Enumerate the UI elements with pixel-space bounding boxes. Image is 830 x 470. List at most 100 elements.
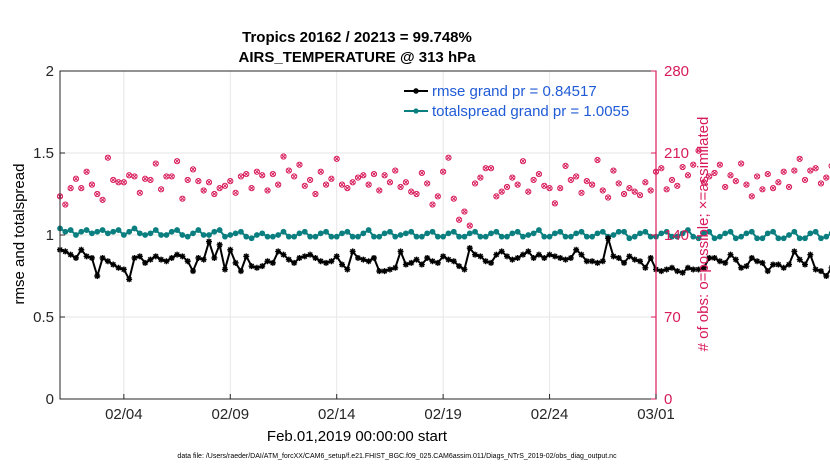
obs-assimilated-marker — [323, 182, 329, 187]
obs-assimilated-marker — [190, 167, 196, 172]
obs-possible-marker — [493, 193, 500, 200]
obs-possible-marker — [221, 182, 229, 189]
obs-assimilated-marker — [265, 188, 270, 193]
rmse-point — [615, 254, 622, 261]
rmse-point — [158, 256, 165, 263]
totalspread-point — [711, 235, 718, 242]
obs-assimilated-marker — [685, 172, 691, 178]
obs-possible-marker — [631, 188, 638, 195]
obs-assimilated-marker — [536, 171, 542, 177]
rmse-point — [663, 266, 670, 273]
totalspread-point — [754, 235, 761, 242]
obs-assimilated-marker — [557, 185, 563, 191]
rmse-point — [775, 261, 782, 268]
obs-possible-marker — [775, 179, 782, 186]
rmse-point — [413, 256, 420, 263]
totalspread-point — [184, 233, 191, 240]
obs-possible-marker — [243, 170, 250, 178]
rmse-point — [221, 266, 228, 273]
rmse-point — [434, 259, 441, 266]
totalspread-point — [291, 233, 298, 240]
y-tick-label: 0.5 — [33, 309, 54, 326]
totalspread-point — [387, 228, 393, 235]
rmse-point — [690, 266, 697, 273]
obs-possible-marker — [237, 173, 245, 180]
obs-assimilated-marker — [408, 189, 414, 195]
obs-possible-marker — [83, 168, 90, 175]
totalspread-point — [62, 228, 69, 235]
obs-assimilated-marker — [776, 179, 781, 185]
obs-assimilated-marker — [632, 189, 638, 195]
obs-possible-marker — [541, 182, 548, 189]
legend: rmse grand pr = 0.84517 totalspread grand… — [404, 83, 629, 120]
rmse-point — [535, 251, 542, 258]
rmse-point — [88, 254, 95, 261]
totalspread-point — [285, 233, 292, 240]
rmse-point — [248, 263, 255, 270]
rmse-point — [477, 253, 484, 260]
obs-assimilated-marker — [664, 186, 669, 192]
obs-possible-marker — [211, 190, 218, 198]
totalspread-point — [312, 233, 319, 240]
rmse-point — [227, 246, 234, 253]
totalspread-point — [493, 228, 500, 235]
rmse-point — [594, 259, 601, 266]
obs-assimilated-marker — [472, 181, 478, 186]
totalspread-point — [589, 233, 596, 240]
obs-possible-marker — [668, 176, 676, 184]
rmse-point — [179, 253, 186, 260]
obs-assimilated-marker — [222, 183, 228, 189]
obs-assimilated-marker — [217, 185, 222, 191]
rmse-point — [732, 256, 739, 263]
totalspread-point — [94, 228, 101, 235]
obs-assimilated-marker — [281, 154, 286, 159]
totalspread-point — [392, 233, 399, 240]
rmse-point — [472, 251, 479, 258]
obs-assimilated-marker — [116, 179, 121, 185]
obs-possible-marker — [269, 170, 276, 178]
totalspread-point — [301, 228, 308, 235]
obs-assimilated-marker — [494, 193, 499, 199]
totalspread-point — [179, 232, 186, 238]
obs-assimilated-marker — [786, 184, 792, 190]
rmse-point — [243, 253, 250, 260]
obs-assimilated-marker — [169, 174, 175, 179]
rmse-point — [72, 254, 79, 261]
totalspread-point — [775, 235, 782, 242]
rmse-point — [727, 251, 734, 258]
obs-possible-marker — [519, 158, 527, 165]
totalspread-point — [418, 233, 425, 240]
rmse-point — [131, 254, 138, 261]
legend-rmse-label: rmse grand pr = 0.84517 — [432, 83, 597, 100]
obs-possible-marker — [589, 181, 596, 188]
rmse-point — [573, 246, 580, 253]
totalspread-point — [748, 228, 755, 235]
totalspread-point — [615, 228, 622, 235]
obs-possible-marker — [152, 160, 159, 167]
totalspread-point — [248, 235, 255, 242]
rmse-point — [147, 256, 154, 263]
totalspread-point — [211, 228, 218, 235]
totalspread-point — [307, 233, 314, 240]
rmse-point — [344, 266, 351, 273]
obs-possible-marker — [360, 172, 367, 179]
obs-assimilated-marker — [765, 171, 771, 177]
obs-assimilated-marker — [728, 172, 733, 178]
rmse-point — [780, 264, 787, 271]
obs-possible-marker — [424, 180, 431, 187]
obs-assimilated-marker — [94, 191, 100, 197]
obs-possible-marker — [296, 161, 303, 168]
obs-possible-marker — [557, 185, 564, 192]
obs-assimilated-marker — [462, 209, 467, 214]
x-tick-label: 02/19 — [424, 406, 462, 423]
rmse-point — [807, 251, 814, 258]
totalspread-point — [445, 230, 452, 237]
totalspread-point — [147, 230, 154, 237]
rmse-point — [461, 266, 468, 273]
obs-assimilated-marker — [84, 169, 89, 175]
rmse-point — [104, 258, 111, 265]
y-tick-label: 2 — [46, 63, 54, 80]
rmse-point — [493, 251, 500, 258]
totalspread-point — [498, 233, 505, 240]
obs-possible-marker — [530, 176, 537, 184]
